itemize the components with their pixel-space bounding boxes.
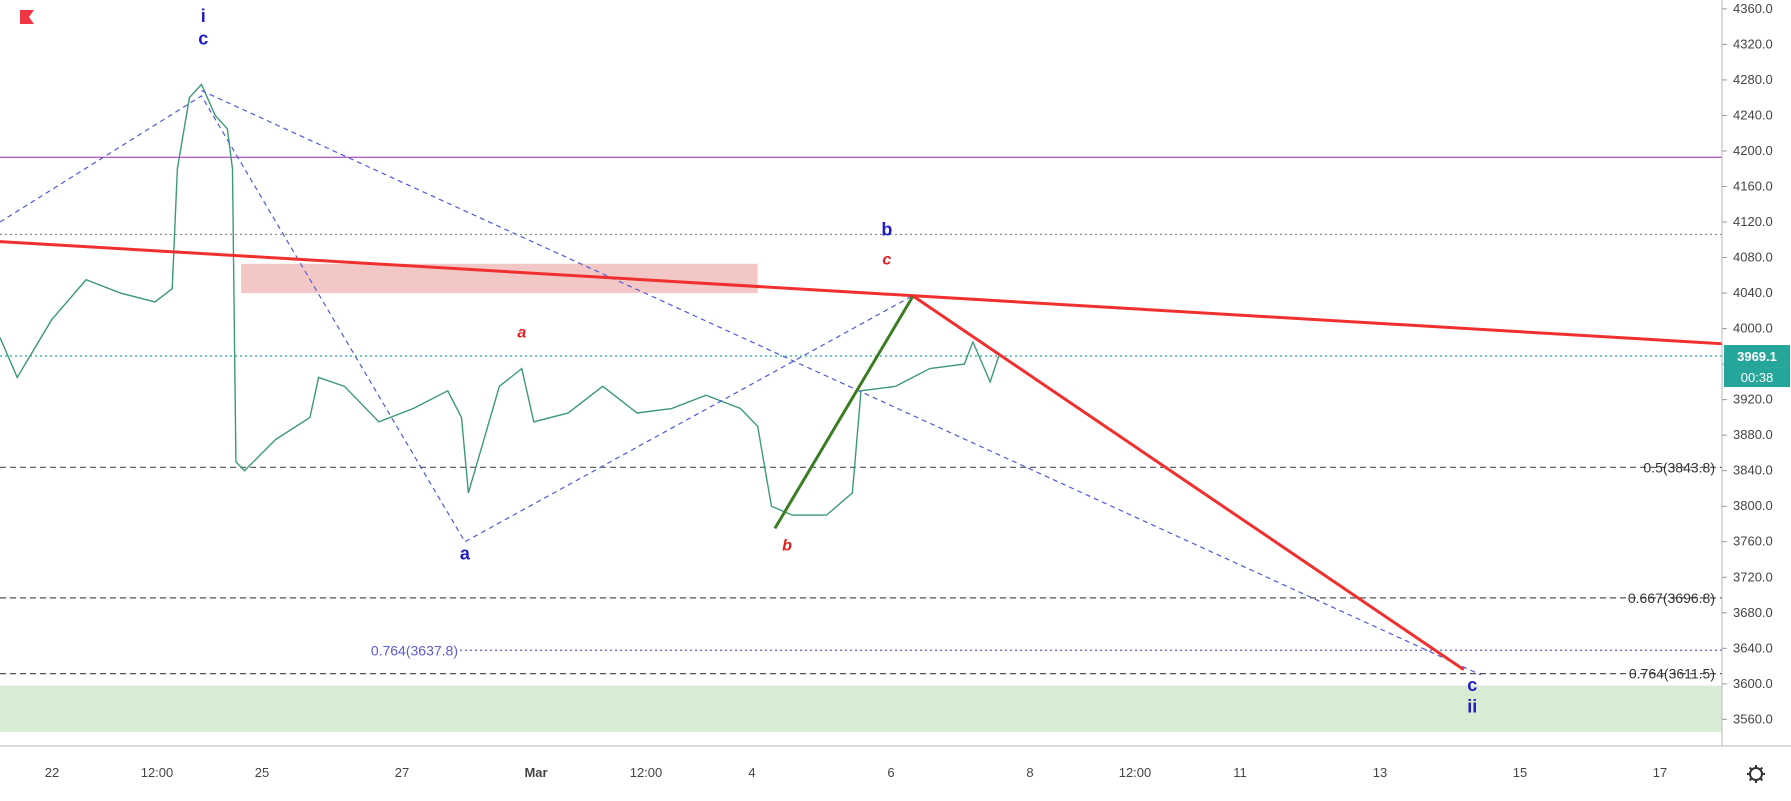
fib-level-label: 0.764(3637.8) [371,642,458,658]
x-tick-label: Mar [524,765,547,780]
fib-level-label: 0.667(3696.8) [1628,590,1715,606]
wave-label-1: c [198,28,208,48]
resistance-trendline [0,240,1723,346]
y-tick-label: 4240.0 [1733,107,1773,122]
y-tick-label: 4200.0 [1733,143,1773,158]
y-tick-label: 4000.0 [1733,321,1773,336]
x-tick-label: 8 [1026,765,1033,780]
blue-wave-path [0,95,913,543]
y-tick-label: 3600.0 [1733,676,1773,691]
x-tick-label: 13 [1373,765,1387,780]
price-axis-bg [1722,0,1791,801]
x-tick-label: 25 [255,765,269,780]
blue-wave-projection [201,90,1482,676]
wave-label-5: b [881,219,892,239]
y-tick-label: 3640.0 [1733,640,1773,655]
countdown-badge [1724,367,1790,388]
last-price-badge [1724,345,1790,368]
wave-label-8: ii [1467,696,1477,716]
x-tick-label: 11 [1233,765,1247,780]
y-tick-label: 4040.0 [1733,285,1773,300]
y-tick-label: 3920.0 [1733,392,1773,407]
y-tick-label: 3840.0 [1733,463,1773,478]
horizontal-levels-layer: 0.5(3843.8) 0.667(3696.8) 0.764(3637.8) 0.7… [0,156,1722,682]
x-tick-label: 27 [395,765,409,780]
y-tick-label: 3560.0 [1733,711,1773,726]
x-tick-label: 12:00 [630,765,663,780]
y-tick-label: 4120.0 [1733,214,1773,229]
resistance-zone [241,263,758,294]
y-tick-label: 4160.0 [1733,179,1773,194]
wave-label-2: a [460,544,471,564]
green-leg-line [773,295,914,530]
y-tick-label: 3720.0 [1733,569,1773,584]
x-tick-label: 4 [748,765,755,780]
flag-icon [20,10,34,24]
price-series-layer [0,83,1000,516]
x-tick-label: 17 [1653,765,1667,780]
wave-label-0: i [201,6,206,26]
wave-label-7: c [1467,675,1477,695]
support-zone [0,685,1722,732]
y-tick-label: 3880.0 [1733,427,1773,442]
wave-label-6: c [882,252,891,269]
y-tick-label: 3800.0 [1733,498,1773,513]
x-tick-label: 12:00 [141,765,174,780]
x-tick-label: 12:00 [1119,765,1152,780]
y-tick-label: 4080.0 [1733,250,1773,265]
last-price-value: 3969.1 [1737,349,1777,364]
x-tick-label: 6 [887,765,894,780]
projection-line [911,294,1465,671]
wave-label-4: b [782,538,792,555]
price-line [0,83,1000,516]
trendlines-layer [0,90,1723,676]
fib-level-label: 0.5(3843.8) [1643,459,1715,475]
wave-label-3: a [517,324,526,341]
time-axis-bg [0,746,1791,801]
countdown-value: 00:38 [1741,370,1774,385]
x-tick-label: 15 [1513,765,1527,780]
y-tick-label: 4280.0 [1733,72,1773,87]
y-tick-label: 4320.0 [1733,36,1773,51]
gear-icon[interactable] [1747,765,1765,783]
y-tick-label: 4360.0 [1733,1,1773,16]
zones-layer [0,263,1722,732]
y-tick-label: 3680.0 [1733,605,1773,620]
fib-level-label: 0.764(3611.5) [1629,666,1715,682]
x-tick-label: 22 [45,765,59,780]
y-tick-label: 3760.0 [1733,534,1773,549]
